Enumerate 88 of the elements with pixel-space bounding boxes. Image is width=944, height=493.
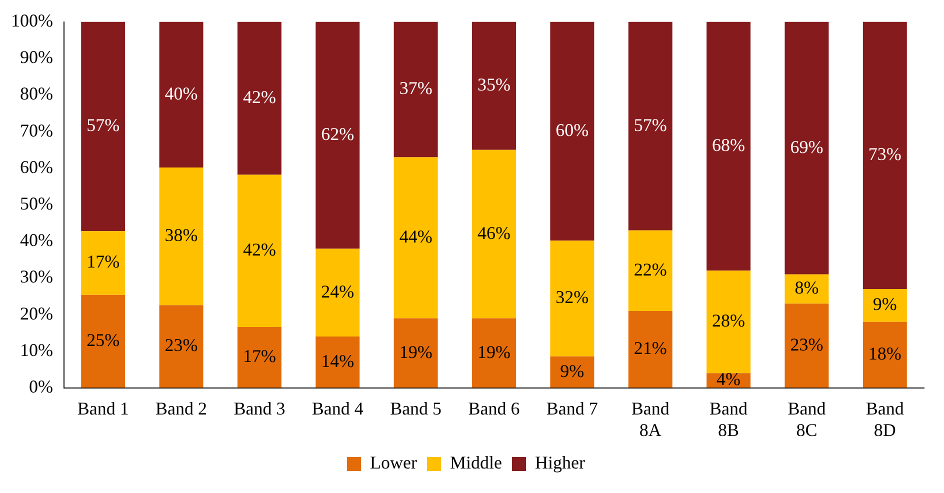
y-tick-label: 70% xyxy=(20,120,53,140)
bar xyxy=(550,22,594,241)
x-tick-label: Band 2 xyxy=(156,398,208,418)
data-label: 38% xyxy=(164,225,198,246)
y-tick-label: 90% xyxy=(20,47,53,68)
data-label: 32% xyxy=(556,287,589,308)
legend-label: Lower xyxy=(370,452,418,473)
bar xyxy=(394,22,438,158)
data-label: 37% xyxy=(399,78,432,98)
x-tick-label: Band 1 xyxy=(77,398,129,418)
bar xyxy=(237,22,282,175)
x-tick-label: Band 3 xyxy=(234,398,286,418)
y-tick-label: 100% xyxy=(10,10,53,31)
data-label: 19% xyxy=(477,342,510,362)
data-label: 69% xyxy=(790,136,824,157)
x-tick-label: Band 4 xyxy=(312,398,364,418)
bar xyxy=(237,174,282,328)
data-label: 17% xyxy=(242,346,276,366)
data-label: 23% xyxy=(790,334,824,354)
x-tick-label: Band 6 xyxy=(468,398,520,418)
data-label: 9% xyxy=(560,360,584,381)
bar xyxy=(706,22,751,271)
legend-label: Middle xyxy=(450,452,502,473)
bar xyxy=(628,230,672,311)
data-label: 57% xyxy=(86,115,120,136)
legend-label: Higher xyxy=(534,452,585,473)
data-label: 4% xyxy=(716,369,741,390)
data-label: 25% xyxy=(86,330,120,350)
data-label: 62% xyxy=(321,124,354,144)
y-tick-label: 40% xyxy=(20,230,53,250)
y-tick-label: 10% xyxy=(20,340,53,360)
data-label: 24% xyxy=(321,281,354,302)
data-label: 46% xyxy=(477,222,510,243)
data-label: 68% xyxy=(712,134,746,155)
data-label: 22% xyxy=(634,259,667,280)
bar xyxy=(628,310,672,388)
bar xyxy=(628,22,672,230)
data-label: 42% xyxy=(242,87,276,108)
bar xyxy=(159,167,204,306)
bar xyxy=(81,22,126,232)
x-tick-label: Band 5 xyxy=(390,398,442,418)
bar xyxy=(316,22,360,249)
y-tick-label: 50% xyxy=(20,194,53,214)
bar xyxy=(472,150,516,318)
bar xyxy=(159,305,204,388)
bar xyxy=(862,22,907,289)
bar xyxy=(862,322,907,388)
y-tick-label: 30% xyxy=(20,266,53,287)
x-tick-label: Band 8C xyxy=(788,398,826,440)
data-label: 21% xyxy=(634,338,667,358)
y-tick-label: 80% xyxy=(20,84,53,104)
bar xyxy=(550,240,594,356)
bar xyxy=(472,22,516,150)
x-tick-label: Band 8B xyxy=(710,398,748,440)
data-label: 35% xyxy=(477,74,510,95)
data-label: 73% xyxy=(868,144,902,164)
bar xyxy=(81,231,126,295)
bar xyxy=(394,157,438,318)
data-label: 60% xyxy=(556,120,589,140)
y-tick-label: 20% xyxy=(20,303,53,324)
bar xyxy=(784,22,829,274)
bar xyxy=(316,336,360,388)
data-label: 19% xyxy=(399,342,432,362)
bar xyxy=(394,318,438,388)
data-label: 14% xyxy=(321,350,354,371)
data-label: 18% xyxy=(868,344,902,364)
data-label: 44% xyxy=(399,226,432,246)
bar xyxy=(316,248,360,337)
bar xyxy=(706,270,751,374)
bar xyxy=(237,327,282,388)
bar xyxy=(862,288,907,322)
data-label: 42% xyxy=(242,240,276,260)
bar xyxy=(784,304,829,388)
data-label: 57% xyxy=(634,114,667,135)
bar xyxy=(81,294,126,388)
data-label: 28% xyxy=(712,310,746,331)
data-label: 40% xyxy=(164,83,198,104)
x-tick-label: Band 8A xyxy=(631,398,670,440)
data-label: 8% xyxy=(794,278,819,298)
y-tick-label: 0% xyxy=(28,376,53,397)
data-label: 23% xyxy=(164,335,198,356)
y-tick-label: 60% xyxy=(20,156,53,177)
data-label: 9% xyxy=(872,294,897,314)
bar xyxy=(472,318,516,388)
data-label: 17% xyxy=(86,252,120,272)
x-tick-label: Band 8D xyxy=(866,398,904,440)
x-tick-label: Band 7 xyxy=(546,398,598,418)
bar xyxy=(159,22,204,168)
